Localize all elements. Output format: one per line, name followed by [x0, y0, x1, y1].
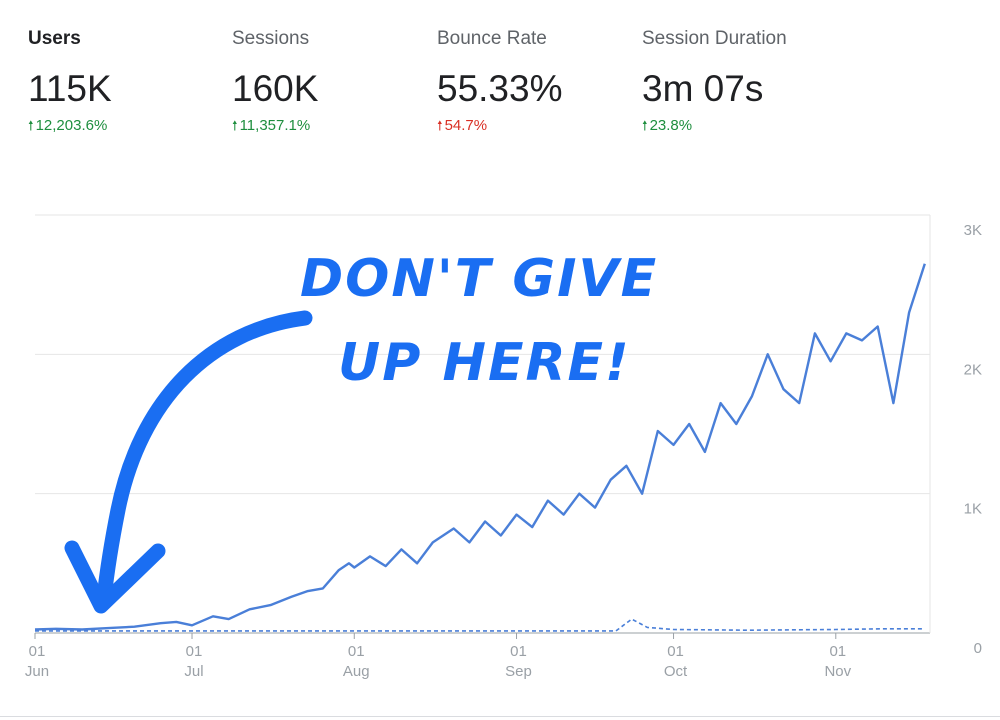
arrow-up-icon: 🠕 [437, 118, 443, 133]
y-tick-label: 3K [964, 222, 982, 239]
metric-change: 🠕 54.7% [437, 117, 563, 139]
x-tick-month: Oct [664, 663, 688, 680]
metric-label: Users [28, 28, 81, 49]
metric-change-value: 11,357.1% [239, 117, 311, 134]
x-tick-month: Sep [505, 663, 532, 680]
x-tick-day: 01 [667, 643, 684, 660]
x-tick-day: 01 [348, 643, 365, 660]
y-tick-label: 1K [964, 501, 982, 518]
annotation: DON'T GIVE UP HERE! [64, 249, 658, 614]
metric-session-duration[interactable]: Session Duration 3m 07s 🠕 23.8% [642, 28, 787, 139]
annotation-line2: UP HERE! [338, 333, 631, 393]
metric-value: 115K [28, 68, 112, 109]
divider [0, 716, 1000, 717]
x-tick-day: 01 [29, 643, 46, 660]
metric-sessions[interactable]: Sessions 160K 🠕 11,357.1% [232, 28, 318, 139]
metric-change: 🠕 11,357.1% [232, 117, 318, 139]
metric-value: 160K [232, 68, 319, 109]
axis-labels: 0 1K 2K 3K 01 Jun 01 Jul 01 Aug 01 Sep 01 Oct 01 Nov [25, 222, 982, 680]
metric-label: Bounce Rate [437, 28, 547, 49]
metric-change: 🠕 23.8% [642, 117, 787, 139]
x-tick-month: Aug [343, 663, 370, 680]
grid [34, 214, 931, 639]
users-series-line [34, 263, 926, 631]
x-tick-day: 01 [510, 643, 527, 660]
metric-value: 3m 07s [642, 68, 764, 109]
y-tick-label: 2K [964, 361, 982, 378]
arrow-up-icon: 🠕 [232, 118, 238, 133]
metric-bounce-rate[interactable]: Bounce Rate 55.33% 🠕 54.7% [437, 28, 563, 139]
metric-users[interactable]: Users 115K 🠕 12,203.6% [28, 28, 112, 139]
metric-change-value: 23.8% [649, 117, 693, 134]
x-tick-month: Jul [184, 663, 203, 680]
annotation-line1: DON'T GIVE [300, 249, 658, 309]
arrow-shaft [96, 310, 313, 606]
x-tick-month: Nov [824, 663, 851, 680]
metric-value: 55.33% [437, 68, 563, 109]
y-tick-label: 0 [974, 640, 982, 657]
x-tick-month: Jun [25, 663, 49, 680]
arrow-up-icon: 🠕 [642, 118, 648, 133]
x-tick-day: 01 [186, 643, 203, 660]
arrow-head [64, 540, 166, 614]
metric-change-value: 54.7% [444, 117, 488, 134]
comparison-series-line [35, 618, 925, 632]
x-tick-day: 01 [829, 643, 846, 660]
series [34, 263, 926, 632]
metric-change-value: 12,203.6% [35, 117, 108, 134]
metric-change: 🠕 12,203.6% [28, 117, 112, 139]
metric-label: Session Duration [642, 28, 787, 49]
arrow-up-icon: 🠕 [28, 118, 34, 133]
metric-label: Sessions [232, 28, 310, 49]
